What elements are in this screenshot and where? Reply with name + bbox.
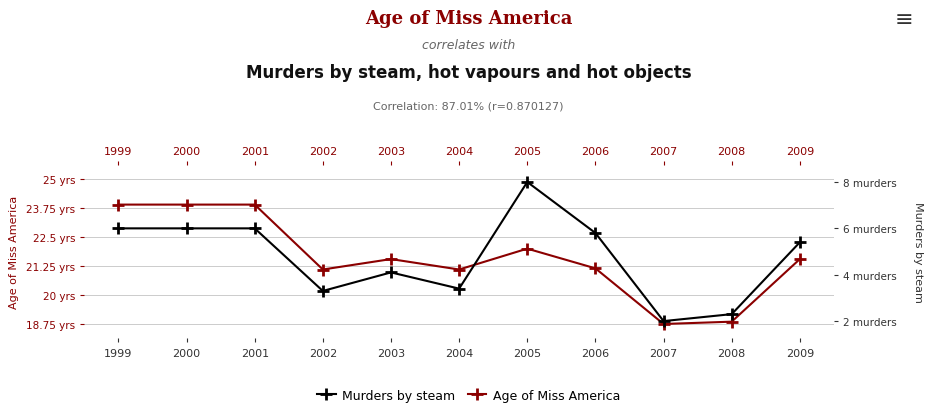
Y-axis label: Age of Miss America: Age of Miss America [9, 195, 20, 309]
Legend: Murders by steam, Age of Miss America: Murders by steam, Age of Miss America [312, 384, 624, 407]
Text: Correlation: 87.01% (r=0.870127): Correlation: 87.01% (r=0.870127) [373, 101, 563, 111]
Text: ≡: ≡ [894, 10, 913, 30]
Text: Murders by steam, hot vapours and hot objects: Murders by steam, hot vapours and hot ob… [245, 64, 691, 82]
Y-axis label: Murders by steam: Murders by steam [913, 202, 922, 302]
Text: correlates with: correlates with [421, 39, 515, 52]
Text: Age of Miss America: Age of Miss America [364, 10, 572, 28]
